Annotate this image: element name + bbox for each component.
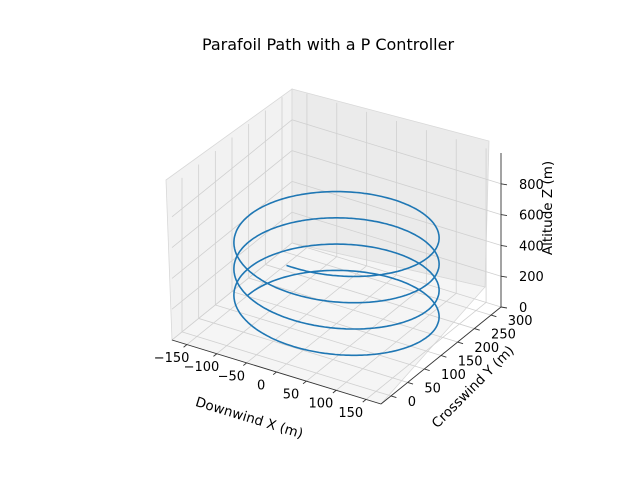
z-tick-label: 400: [519, 239, 544, 254]
grid-line-z: [291, 242, 502, 308]
grid-line-y: [181, 331, 392, 397]
x-tick-label: −100: [184, 360, 220, 375]
grid-lines: [171, 93, 502, 400]
x-tick-label: 150: [338, 406, 363, 421]
grid-line-z: [171, 181, 293, 279]
y-tick-label: 0: [408, 395, 416, 410]
y-tick-label: 100: [441, 368, 466, 383]
z-tick: [500, 244, 508, 247]
grid-line-z: [291, 211, 502, 277]
x-tick: [243, 362, 247, 366]
z-tick: [500, 306, 508, 309]
grid-line-z: [171, 119, 293, 218]
x-tick-label: −150: [154, 351, 190, 366]
y-tick-label: 150: [458, 355, 483, 370]
y-tick: [440, 355, 447, 358]
x-tick-label: 0: [257, 378, 265, 393]
z-tick-label: 200: [519, 270, 544, 285]
chart-title: Parafoil Path with a P Controller: [202, 35, 455, 54]
x-tick: [213, 353, 218, 357]
grid-line-y: [281, 250, 492, 316]
grid-line-y: [248, 277, 458, 343]
z-tick: [500, 183, 508, 186]
grid-line-z: [291, 150, 502, 215]
x-tick-label: 100: [308, 397, 333, 412]
y-tick: [490, 314, 497, 318]
grid-line-z: [171, 242, 293, 341]
x-tick: [183, 344, 188, 348]
z-tick-label: 800: [519, 178, 544, 193]
x-tick: [332, 389, 337, 394]
y-tick: [474, 328, 480, 331]
z-tick-label: 0: [519, 301, 527, 316]
z-tick-label: 600: [519, 209, 544, 224]
z-tick: [500, 214, 508, 217]
grid-line-z: [291, 119, 502, 185]
z-axis-label: Altitude Z (m): [540, 161, 556, 255]
tick-labels: −150−100−5005010015005010015020025030002…: [154, 178, 544, 421]
grid-line-y: [198, 318, 408, 383]
x-tick: [362, 399, 367, 403]
grid-line-z: [171, 150, 293, 248]
x-tick: [272, 371, 277, 376]
axis-lines: [171, 153, 508, 405]
grid-line-y: [215, 304, 425, 370]
y-tick-label: 50: [424, 382, 441, 397]
x-tick-label: 50: [283, 388, 300, 403]
y-tick: [457, 341, 464, 345]
y-tick-label: 300: [508, 314, 533, 329]
x-tick-label: −50: [218, 369, 245, 384]
x-tick: [302, 380, 307, 385]
grid-line-y: [231, 291, 442, 356]
y-tick: [407, 382, 414, 385]
y-tick-label: 250: [491, 328, 516, 343]
y-tick: [390, 395, 397, 398]
parafoil-path-line: [233, 190, 440, 357]
y-tick: [424, 368, 430, 372]
y-tick-label: 200: [474, 341, 499, 356]
z-tick: [500, 275, 508, 278]
